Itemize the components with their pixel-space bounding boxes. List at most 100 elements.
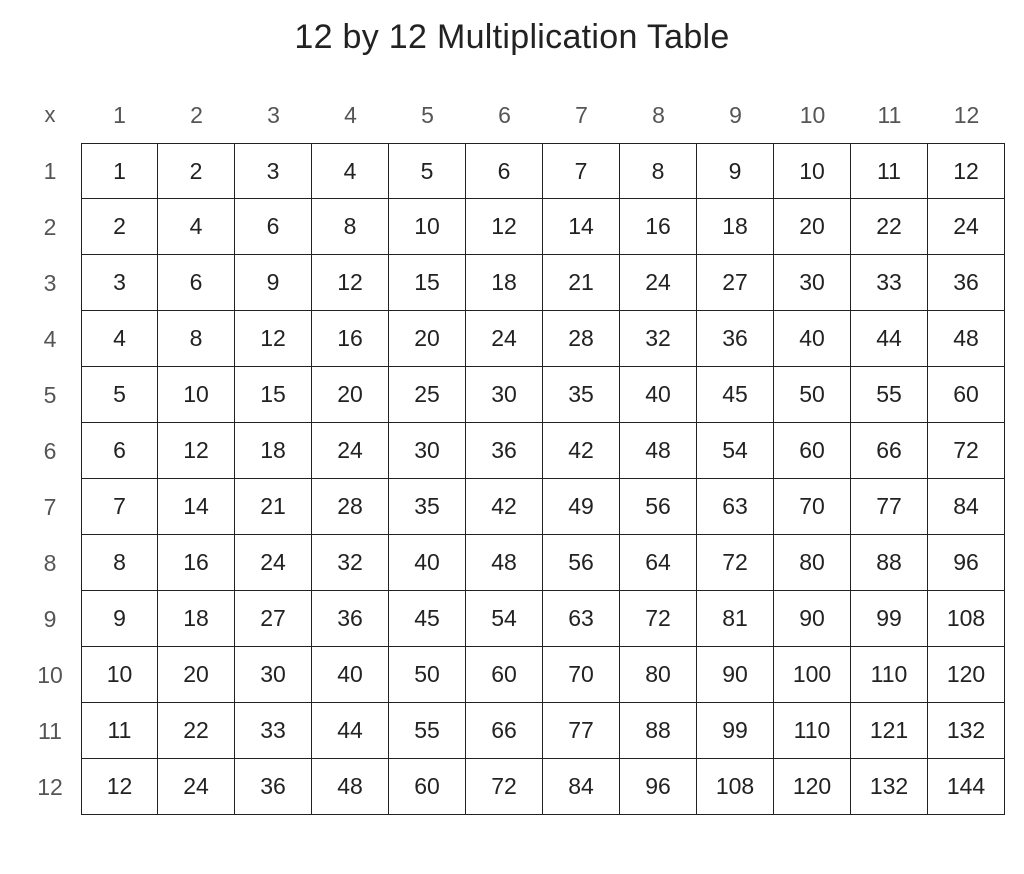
table-cell: 27 — [696, 254, 774, 311]
table-cell: 48 — [311, 758, 389, 815]
table-cell: 110 — [850, 646, 928, 703]
table-cell: 9 — [234, 254, 312, 311]
table-cell: 24 — [157, 758, 235, 815]
table-cell: 20 — [157, 646, 235, 703]
table-cell: 88 — [619, 702, 697, 759]
table-cell: 30 — [773, 254, 851, 311]
table-cell: 56 — [619, 478, 697, 535]
column-header: 4 — [312, 87, 389, 143]
row-header: 8 — [19, 535, 81, 591]
table-cell: 55 — [388, 702, 466, 759]
table-cell: 6 — [81, 422, 158, 479]
table-cell: 63 — [696, 478, 774, 535]
table-cell: 48 — [619, 422, 697, 479]
table-cell: 99 — [696, 702, 774, 759]
table-cell: 18 — [234, 422, 312, 479]
table-cell: 14 — [157, 478, 235, 535]
table-cell: 15 — [388, 254, 466, 311]
table-cell: 50 — [773, 366, 851, 423]
table-cell: 72 — [465, 758, 543, 815]
row-header: 6 — [19, 423, 81, 479]
table-cell: 24 — [927, 198, 1005, 255]
table-cell: 24 — [311, 422, 389, 479]
table-cell: 20 — [311, 366, 389, 423]
table-cell: 9 — [81, 590, 158, 647]
column-header: 3 — [235, 87, 312, 143]
table-cell: 60 — [388, 758, 466, 815]
table-cell: 4 — [311, 143, 389, 199]
table-cell: 84 — [542, 758, 620, 815]
table-cell: 90 — [773, 590, 851, 647]
table-cell: 4 — [157, 198, 235, 255]
table-corner-label: x — [19, 87, 81, 143]
table-cell: 21 — [234, 478, 312, 535]
table-cell: 6 — [234, 198, 312, 255]
table-cell: 20 — [388, 310, 466, 367]
table-cell: 6 — [157, 254, 235, 311]
table-cell: 55 — [850, 366, 928, 423]
table-cell: 66 — [465, 702, 543, 759]
table-cell: 132 — [850, 758, 928, 815]
table-cell: 10 — [388, 198, 466, 255]
table-cell: 48 — [927, 310, 1005, 367]
table-cell: 90 — [696, 646, 774, 703]
table-cell: 4 — [81, 310, 158, 367]
row-header: 4 — [19, 311, 81, 367]
table-cell: 121 — [850, 702, 928, 759]
column-header: 8 — [620, 87, 697, 143]
table-cell: 42 — [465, 478, 543, 535]
column-header: 7 — [543, 87, 620, 143]
table-cell: 7 — [542, 143, 620, 199]
table-cell: 12 — [234, 310, 312, 367]
table-cell: 60 — [465, 646, 543, 703]
table-cell: 60 — [773, 422, 851, 479]
table-cell: 70 — [542, 646, 620, 703]
table-cell: 40 — [773, 310, 851, 367]
column-header: 10 — [774, 87, 851, 143]
table-cell: 5 — [388, 143, 466, 199]
table-cell: 36 — [311, 590, 389, 647]
table-cell: 22 — [157, 702, 235, 759]
table-cell: 80 — [773, 534, 851, 591]
table-cell: 40 — [311, 646, 389, 703]
table-cell: 80 — [619, 646, 697, 703]
page-title: 12 by 12 Multiplication Table — [0, 18, 1024, 57]
row-header: 10 — [19, 647, 81, 703]
table-cell: 24 — [465, 310, 543, 367]
table-cell: 12 — [157, 422, 235, 479]
multiplication-table: x123456789101112112345678910111222468101… — [19, 87, 1005, 815]
table-cell: 12 — [81, 758, 158, 815]
table-cell: 16 — [311, 310, 389, 367]
table-cell: 50 — [388, 646, 466, 703]
table-cell: 7 — [81, 478, 158, 535]
table-cell: 36 — [927, 254, 1005, 311]
table-cell: 44 — [850, 310, 928, 367]
table-cell: 72 — [619, 590, 697, 647]
table-cell: 64 — [619, 534, 697, 591]
table-cell: 11 — [81, 702, 158, 759]
table-cell: 120 — [927, 646, 1005, 703]
table-cell: 49 — [542, 478, 620, 535]
table-cell: 144 — [927, 758, 1005, 815]
table-cell: 33 — [234, 702, 312, 759]
table-cell: 56 — [542, 534, 620, 591]
table-cell: 44 — [311, 702, 389, 759]
table-cell: 8 — [619, 143, 697, 199]
table-cell: 8 — [81, 534, 158, 591]
table-cell: 108 — [696, 758, 774, 815]
row-header: 1 — [19, 143, 81, 199]
table-cell: 10 — [773, 143, 851, 199]
table-cell: 77 — [850, 478, 928, 535]
table-cell: 81 — [696, 590, 774, 647]
table-cell: 12 — [465, 198, 543, 255]
table-cell: 99 — [850, 590, 928, 647]
table-cell: 22 — [850, 198, 928, 255]
column-header: 6 — [466, 87, 543, 143]
table-cell: 20 — [773, 198, 851, 255]
table-cell: 84 — [927, 478, 1005, 535]
table-cell: 30 — [465, 366, 543, 423]
table-cell: 12 — [927, 143, 1005, 199]
column-header: 2 — [158, 87, 235, 143]
column-header: 11 — [851, 87, 928, 143]
table-cell: 30 — [234, 646, 312, 703]
